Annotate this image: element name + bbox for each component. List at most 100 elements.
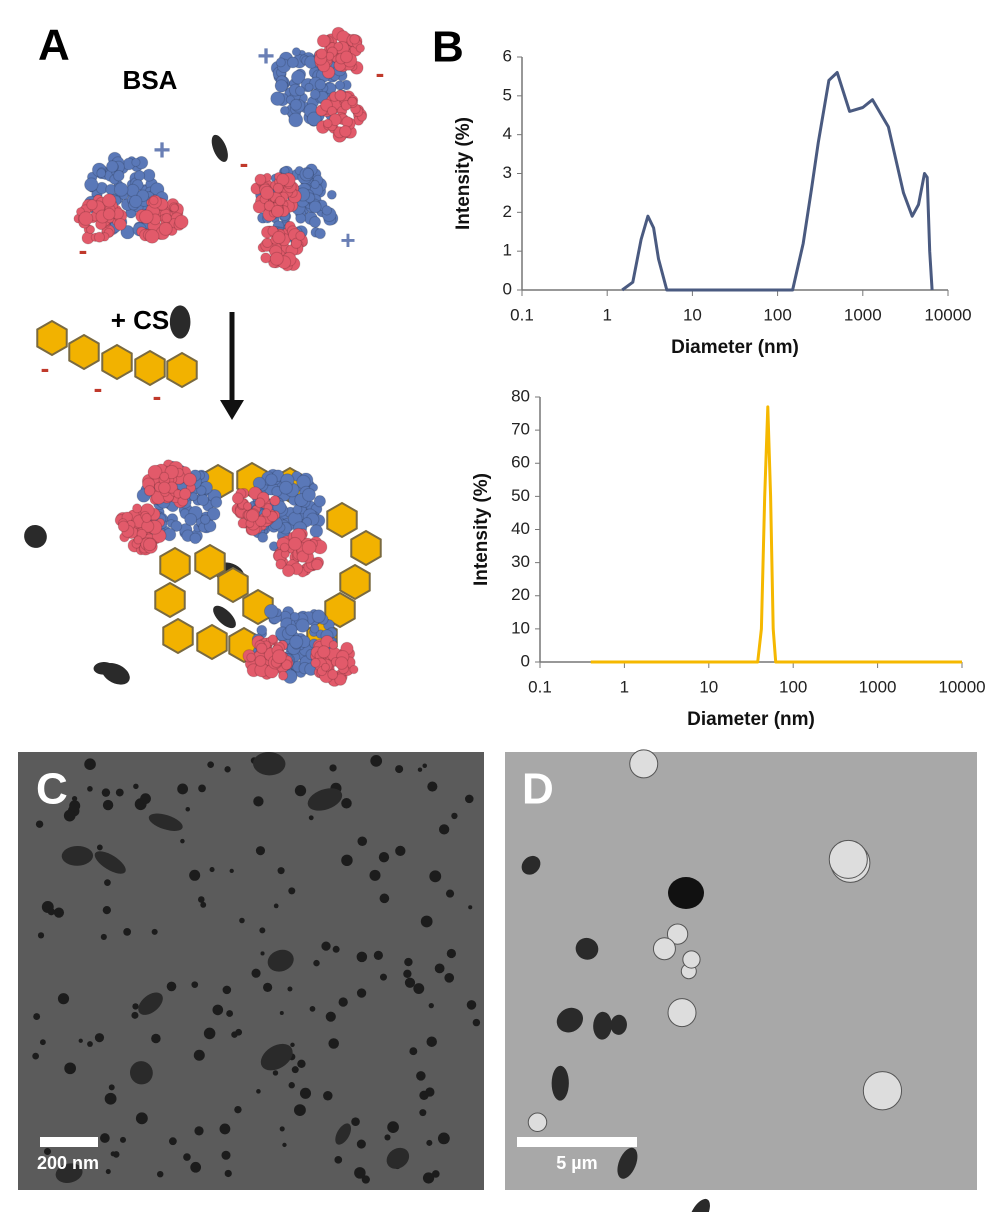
protein-atom: [93, 231, 106, 243]
particle: [422, 1172, 435, 1184]
protein-atom: [288, 112, 304, 128]
sugar-unit: [217, 566, 249, 604]
particle: [309, 1006, 316, 1012]
sugar-unit: [101, 343, 133, 381]
particle: [239, 917, 245, 924]
x-tick-label: 1000: [844, 305, 882, 324]
particle: [212, 1004, 224, 1016]
protein-atom: [309, 524, 324, 539]
protein-atom: [317, 645, 331, 659]
particle: [78, 1038, 83, 1043]
particle: [351, 1117, 360, 1127]
particle: [413, 983, 425, 995]
particle: [251, 968, 261, 978]
protein-atom: [131, 157, 141, 168]
protein-atom: [328, 640, 339, 650]
y-tick-label: 30: [511, 552, 530, 571]
protein-atom: [132, 503, 143, 514]
protein-atom: [179, 487, 192, 500]
protein-atom: [309, 89, 321, 100]
protein-atom: [322, 118, 333, 129]
particle: [409, 1047, 418, 1056]
particle: [104, 1092, 117, 1105]
protein-atom: [129, 194, 143, 209]
particle: [325, 1011, 336, 1022]
protein-atom: [170, 520, 183, 532]
protein-atom: [275, 57, 286, 68]
particle: [37, 932, 45, 939]
protein-atom: [255, 642, 268, 655]
particle: [234, 1105, 242, 1114]
protein-atom: [245, 509, 260, 523]
particle: [43, 1147, 51, 1155]
panel-label: C: [36, 765, 68, 814]
particle: [69, 800, 81, 812]
vesicle: [666, 923, 689, 945]
charge-sign: -: [240, 148, 249, 178]
protein-atom: [334, 673, 347, 686]
protein-atom: [143, 537, 157, 552]
protein-atom: [84, 177, 99, 192]
protein-atom: [271, 649, 287, 665]
particle: [168, 1137, 177, 1146]
y-tick-label: 50: [511, 486, 530, 505]
protein-atom: [334, 89, 347, 102]
particle: [193, 1049, 205, 1061]
particle: [354, 1167, 366, 1179]
particle: [395, 845, 406, 857]
protein-atom: [102, 193, 117, 208]
protein-atom: [301, 539, 317, 555]
protein-atom: [113, 169, 125, 182]
particle: [253, 752, 286, 776]
charge-sign: -: [376, 58, 385, 88]
sugar-unit: [350, 529, 382, 567]
particle: [356, 951, 368, 963]
particle: [370, 755, 383, 767]
protein-atom: [257, 531, 269, 543]
protein-atom: [285, 623, 298, 637]
particle: [221, 1150, 231, 1160]
micrograph-d: [505, 752, 977, 1190]
protein-atom: [184, 512, 198, 526]
charge-sign: -: [79, 235, 88, 265]
x-tick-label: 10: [683, 305, 702, 324]
protein-atom: [85, 224, 96, 235]
particle: [335, 1123, 352, 1145]
y-tick-label: 1: [503, 241, 512, 260]
protein-atom: [306, 111, 322, 127]
protein-atom: [295, 230, 306, 241]
particle: [428, 1002, 434, 1009]
protein-atom: [313, 495, 327, 508]
particle: [334, 1156, 343, 1164]
particle: [190, 1161, 202, 1173]
particle: [135, 1112, 148, 1125]
x-tick-label: 100: [779, 677, 807, 696]
sugar-unit: [68, 333, 100, 371]
protein-atom: [196, 493, 210, 507]
particle: [307, 788, 343, 811]
particle: [253, 796, 264, 807]
particle: [191, 981, 199, 989]
arrow-head: [220, 400, 244, 420]
particle: [465, 794, 474, 804]
particle: [356, 988, 367, 998]
protein-atom: [320, 662, 330, 672]
sugar-unit: [242, 588, 274, 626]
protein-atom: [270, 91, 285, 106]
protein-atom: [314, 78, 327, 91]
protein-atom: [106, 160, 119, 173]
sugar-unit: [154, 581, 186, 619]
particle: [169, 305, 191, 339]
x-tick-label: 0.1: [510, 305, 534, 324]
y-axis-label: Intensity (%): [453, 117, 474, 230]
particle: [466, 1000, 477, 1010]
protein-atom: [149, 195, 159, 206]
particle: [180, 838, 185, 844]
particle: [277, 867, 285, 875]
particle: [437, 1132, 450, 1145]
protein-atom: [339, 125, 352, 138]
particle: [688, 1198, 710, 1217]
additive-label: + CS: [111, 305, 170, 335]
y-tick-label: 10: [511, 618, 530, 637]
